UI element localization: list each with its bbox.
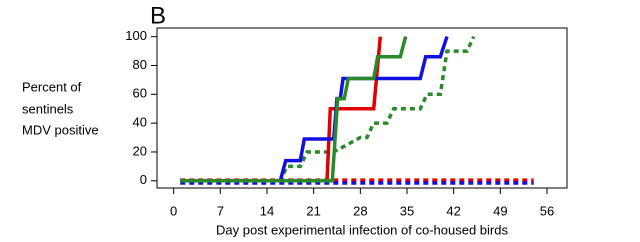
y-axis-label: MDV positive xyxy=(22,122,99,137)
series-line xyxy=(180,36,449,183)
series-line xyxy=(180,36,408,183)
x-tick-label: 35 xyxy=(400,203,414,218)
y-tick-label: 0 xyxy=(140,172,147,187)
x-tick-label: 7 xyxy=(217,203,224,218)
series-line xyxy=(180,35,476,183)
x-tick-label: 0 xyxy=(170,203,177,218)
y-tick-label: 100 xyxy=(125,28,147,43)
y-tick-label: 80 xyxy=(133,57,147,72)
y-tick-label: 60 xyxy=(133,86,147,101)
y-axis-label: sentinels xyxy=(22,101,74,116)
y-axis-label: Percent of xyxy=(22,79,82,94)
panel-label: B xyxy=(150,2,166,29)
x-tick-label: 28 xyxy=(353,203,367,218)
y-tick-label: 40 xyxy=(133,115,147,130)
y-tick-label: 20 xyxy=(133,143,147,158)
x-tick-label: 49 xyxy=(493,203,507,218)
x-tick-label: 14 xyxy=(260,203,274,218)
x-axis-label: Day post experimental infection of co-ho… xyxy=(216,222,508,237)
x-tick-label: 21 xyxy=(306,203,320,218)
plot-frame xyxy=(156,27,568,189)
series-line xyxy=(180,36,383,183)
x-tick-label: 42 xyxy=(446,203,460,218)
x-tick-label: 56 xyxy=(540,203,554,218)
